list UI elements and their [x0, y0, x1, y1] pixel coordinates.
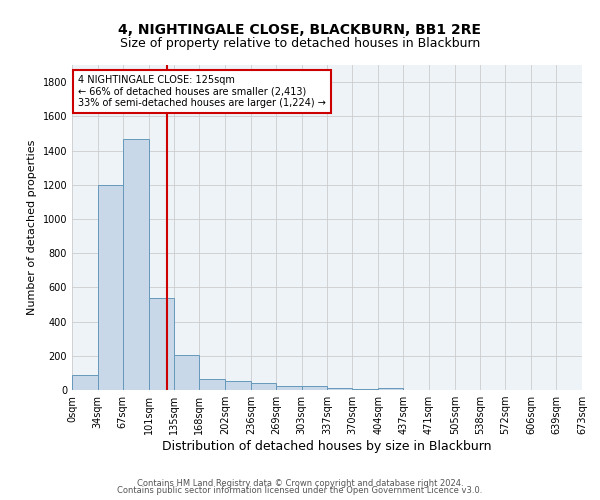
- Bar: [72, 374, 98, 390]
- Bar: [149, 298, 175, 390]
- Bar: [352, 389, 378, 390]
- Bar: [199, 379, 225, 390]
- Text: Contains public sector information licensed under the Open Government Licence v3: Contains public sector information licen…: [118, 486, 482, 495]
- Bar: [98, 184, 123, 390]
- Bar: [378, 388, 403, 390]
- Bar: [251, 383, 276, 390]
- Bar: [175, 355, 199, 390]
- Text: Contains HM Land Registry data © Crown copyright and database right 2024.: Contains HM Land Registry data © Crown c…: [137, 478, 463, 488]
- Y-axis label: Number of detached properties: Number of detached properties: [27, 140, 37, 315]
- X-axis label: Distribution of detached houses by size in Blackburn: Distribution of detached houses by size …: [162, 440, 492, 453]
- Text: Size of property relative to detached houses in Blackburn: Size of property relative to detached ho…: [120, 38, 480, 51]
- Bar: [276, 386, 302, 390]
- Text: 4, NIGHTINGALE CLOSE, BLACKBURN, BB1 2RE: 4, NIGHTINGALE CLOSE, BLACKBURN, BB1 2RE: [119, 22, 482, 36]
- Bar: [225, 382, 251, 390]
- Bar: [328, 388, 352, 390]
- Bar: [123, 138, 149, 390]
- Bar: [302, 386, 328, 390]
- Text: 4 NIGHTINGALE CLOSE: 125sqm
← 66% of detached houses are smaller (2,413)
33% of : 4 NIGHTINGALE CLOSE: 125sqm ← 66% of det…: [78, 76, 326, 108]
